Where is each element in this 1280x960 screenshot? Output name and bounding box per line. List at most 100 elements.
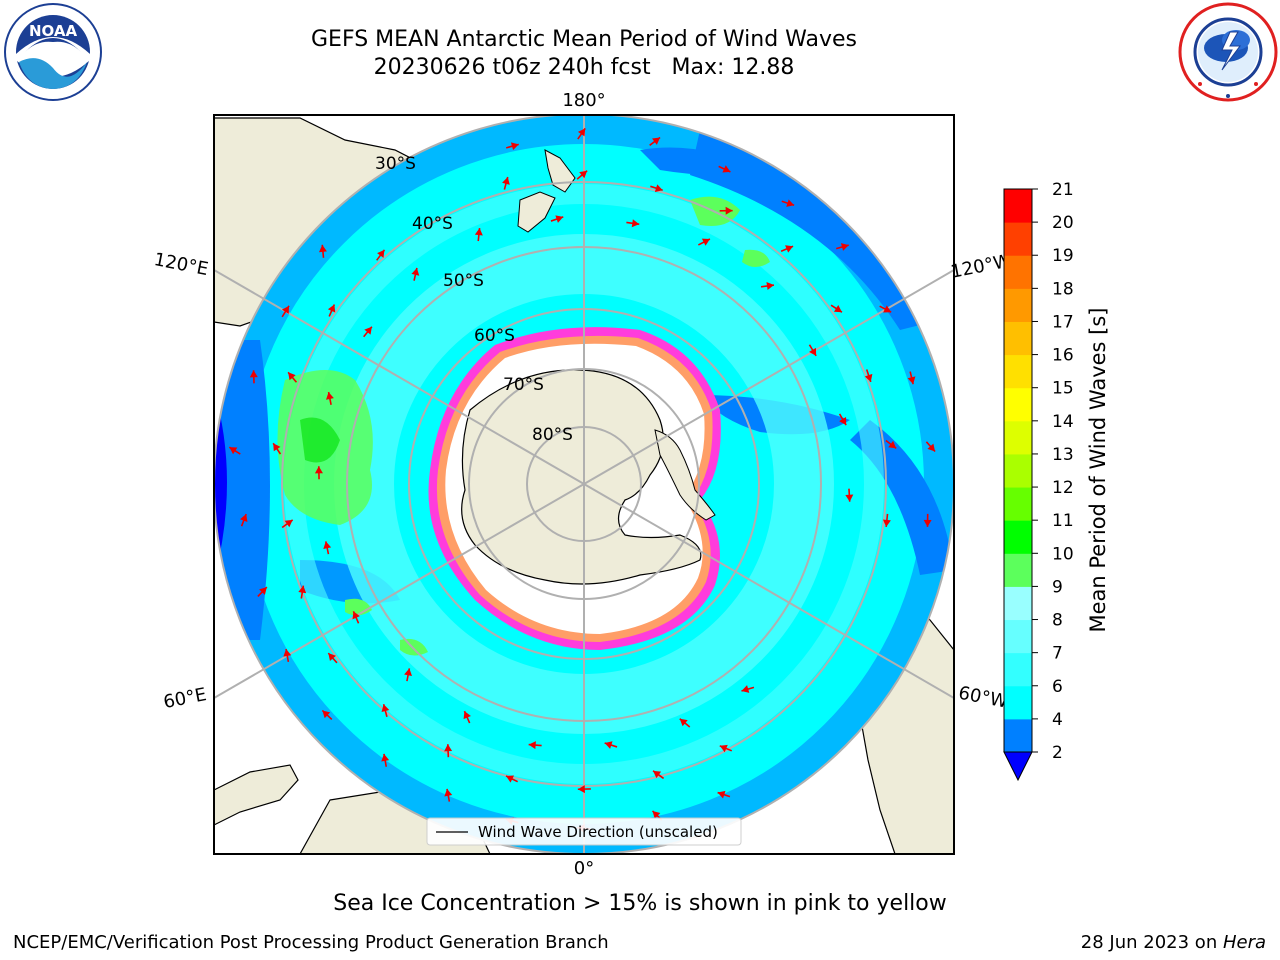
- colorbar-tick-label: 9: [1052, 577, 1063, 597]
- lat-label-60s: 60°S: [474, 326, 515, 346]
- footer-date: 28 Jun 2023 on Hera: [1081, 932, 1266, 953]
- wind-arrow-head: [352, 611, 360, 620]
- colorbar-tick-label: 21: [1052, 180, 1074, 200]
- wind-arrow-head: [652, 810, 661, 819]
- wind-arrow-head: [273, 443, 281, 452]
- colorbar-tick-label: 18: [1052, 279, 1074, 299]
- latitude-labels: 30°S 40°S 50°S 60°S 70°S 80°S: [375, 154, 573, 445]
- wind-arrow-head: [377, 249, 385, 258]
- wind-arrow-head: [631, 219, 640, 228]
- colorbar-band: [1004, 222, 1032, 256]
- colorbar-band: [1004, 321, 1032, 356]
- chart-subtitle: 20230626 t06z 240h fcst Max: 12.88: [373, 55, 795, 80]
- wind-arrow-head: [404, 668, 412, 677]
- wind-arrow-head: [249, 370, 258, 378]
- wind-arrow-head: [444, 788, 453, 797]
- wind-arrow-head: [528, 741, 536, 750]
- wind-arrow-head: [701, 238, 710, 246]
- colorbar-band: [1004, 586, 1032, 621]
- lat-label-40s: 40°S: [412, 214, 453, 234]
- colorbar-tick-label: 10: [1052, 544, 1074, 564]
- wind-arrow-head: [326, 392, 334, 400]
- wind-arrow-head: [927, 443, 936, 452]
- lat-label-80s: 80°S: [532, 425, 573, 445]
- lon-label-180: 180°: [562, 90, 605, 111]
- colorbar-tick-label: 20: [1052, 213, 1074, 233]
- wind-arrow-head: [328, 653, 336, 662]
- wind-arrow-head: [327, 304, 336, 313]
- wind-arrow-head: [323, 541, 332, 550]
- wind-arrow-head: [654, 184, 663, 192]
- wind-arrow-head: [411, 267, 420, 276]
- wind-arrow-head: [652, 137, 661, 145]
- lon-label-60w: 60°W: [957, 683, 1010, 713]
- lon-label-0: 0°: [574, 858, 594, 879]
- legend-label: Wind Wave Direction (unscaled): [478, 823, 718, 841]
- wind-arrow-head: [364, 326, 372, 335]
- colorbar-band: [1004, 553, 1032, 587]
- wind-arrow-head: [284, 519, 293, 528]
- map-legend: Wind Wave Direction (unscaled): [426, 817, 742, 846]
- colorbar: 2 4 6 7 8 9 10 11 12 13 14 15 16 17 18 19 20 21: [1003, 180, 1074, 782]
- wind-arrow-head: [653, 770, 662, 779]
- wind-arrow-head: [229, 447, 238, 455]
- noaa-logo: NOAA: [3, 2, 103, 102]
- wind-arrow-head: [719, 744, 728, 753]
- colorbar-tick-label: 14: [1052, 412, 1074, 432]
- lon-label-120e: 120°E: [152, 249, 210, 280]
- chart-title: GEFS MEAN Antarctic Mean Period of Wind …: [311, 27, 857, 52]
- wind-arrow-head: [463, 711, 471, 720]
- wind-arrow-head: [883, 305, 892, 313]
- wind-arrow-head: [288, 372, 296, 381]
- lat-label-70s: 70°S: [503, 375, 544, 395]
- wind-arrow-head: [239, 514, 248, 523]
- lat-label-50s: 50°S: [443, 271, 484, 291]
- wind-arrow-head: [314, 466, 323, 474]
- footer-date-text: 28 Jun 2023 on: [1080, 932, 1223, 953]
- wind-arrow-head: [577, 785, 585, 794]
- colorbar-band: [1004, 487, 1032, 521]
- colorbar-under-triangle: [1003, 751, 1033, 782]
- wind-arrow-head: [298, 585, 307, 594]
- colorbar-band: [1004, 718, 1032, 753]
- graticule: [214, 115, 954, 854]
- sea-ice-caption: Sea Ice Concentration > 15% is shown in …: [333, 891, 947, 916]
- colorbar-tick-label: 8: [1052, 611, 1063, 631]
- wind-arrow-head: [577, 128, 586, 137]
- wind-arrow-head: [579, 170, 588, 179]
- colorbar-band: [1004, 619, 1032, 654]
- colorbar-tick-label: 19: [1052, 246, 1074, 266]
- wind-arrow-head: [840, 243, 849, 251]
- wind-arrow-head: [845, 494, 854, 502]
- lat-label-30s: 30°S: [375, 154, 416, 174]
- wind-arrow-head: [555, 215, 564, 223]
- wind-arrow-head: [717, 790, 726, 799]
- wind-arrow-head: [444, 744, 453, 752]
- wind-arrow-head: [888, 440, 897, 449]
- nws-logo: [1178, 2, 1278, 102]
- wind-arrow-head: [722, 165, 731, 173]
- wind-arrow-head: [281, 305, 290, 314]
- colorbar-tick-label: 12: [1052, 478, 1074, 498]
- wind-arrow-head: [833, 305, 842, 313]
- wind-arrow-head: [725, 206, 733, 215]
- colorbar-band: [1004, 520, 1032, 554]
- colorbar-band: [1004, 288, 1032, 322]
- wind-arrow-head: [864, 373, 873, 382]
- colorbar-band: [1004, 255, 1032, 289]
- colorbar-tick-label: 11: [1052, 511, 1074, 531]
- wind-arrow-head: [283, 649, 292, 657]
- colorbar-frame: [1003, 188, 1033, 753]
- wind-arrow-head: [741, 685, 750, 693]
- wind-arrow-head: [604, 741, 613, 749]
- colorbar-tick-label: 6: [1052, 677, 1063, 697]
- wind-wave-arrows: [228, 127, 936, 833]
- wind-arrow-head: [809, 347, 817, 356]
- colorbar-band: [1004, 652, 1032, 687]
- wind-arrow-head: [786, 199, 795, 207]
- wind-arrow-head: [923, 519, 932, 527]
- colorbar-tick-label: 17: [1052, 312, 1074, 332]
- wind-arrow-head: [381, 753, 390, 762]
- wind-arrow-head: [322, 710, 331, 719]
